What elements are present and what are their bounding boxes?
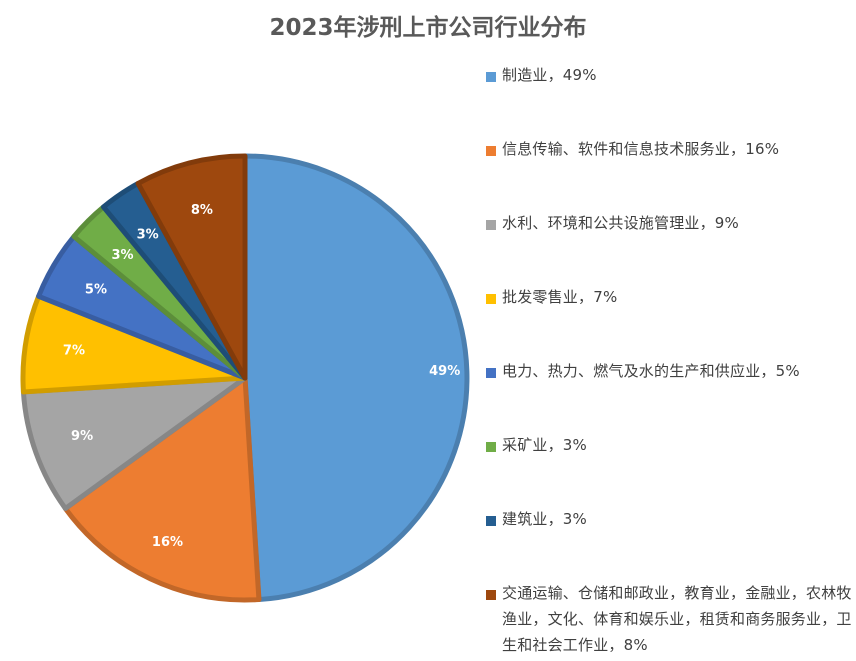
legend-item-1: 制造业，49% xyxy=(486,66,854,88)
pie-slice-2 xyxy=(62,375,262,603)
chart-title: 2023年涉刑上市公司行业分布 xyxy=(269,15,587,41)
legend-label: 信息传输、软件和信息技术服务业，16% xyxy=(502,140,780,158)
legend-swatch xyxy=(486,368,496,378)
legend-swatch xyxy=(486,590,496,600)
slice-label-1: 49% xyxy=(429,364,460,379)
legend-swatch xyxy=(486,442,496,452)
slice-label-2: 16% xyxy=(152,535,183,550)
slice-label-6: 3% xyxy=(112,248,134,263)
legend-swatch xyxy=(486,72,496,82)
legend-item-3: 水利、环境和公共设施管理业，9% xyxy=(486,214,854,236)
legend-swatch xyxy=(486,220,496,230)
legend-swatch xyxy=(486,516,496,526)
legend-item-6: 采矿业，3% xyxy=(486,436,854,458)
legend-swatch xyxy=(486,294,496,304)
legend-label: 水利、环境和公共设施管理业，9% xyxy=(502,214,739,232)
slice-label-3: 9% xyxy=(71,429,93,444)
legend-label: 电力、热力、燃气及水的生产和供应业，5% xyxy=(502,362,800,380)
legend-label: 交通运输、仓储和邮政业，教育业，金融业，农林牧渔业，文化、体育和娱乐业，租赁和商… xyxy=(502,584,852,654)
pie-slice-8 xyxy=(135,153,248,381)
legend-item-8: 交通运输、仓储和邮政业，教育业，金融业，农林牧渔业，文化、体育和娱乐业，租赁和商… xyxy=(486,584,854,658)
legend-item-4: 批发零售业，7% xyxy=(486,288,854,310)
legend-item-5: 电力、热力、燃气及水的生产和供应业，5% xyxy=(486,362,854,384)
legend-item-7: 建筑业，3% xyxy=(486,510,854,532)
legend-label: 制造业，49% xyxy=(502,66,597,84)
slice-label-8: 8% xyxy=(191,203,213,218)
legend-label: 批发零售业，7% xyxy=(502,288,618,306)
legend-swatch xyxy=(486,146,496,156)
legend-label: 建筑业，3% xyxy=(502,510,587,528)
slice-label-5: 5% xyxy=(85,282,107,297)
legend-label: 采矿业，3% xyxy=(502,436,587,454)
pie-slice-1 xyxy=(242,153,470,603)
slice-label-4: 7% xyxy=(63,343,85,358)
legend-item-2: 信息传输、软件和信息技术服务业，16% xyxy=(486,140,854,162)
pie-slice-3 xyxy=(20,375,248,511)
slice-label-7: 3% xyxy=(137,227,159,242)
